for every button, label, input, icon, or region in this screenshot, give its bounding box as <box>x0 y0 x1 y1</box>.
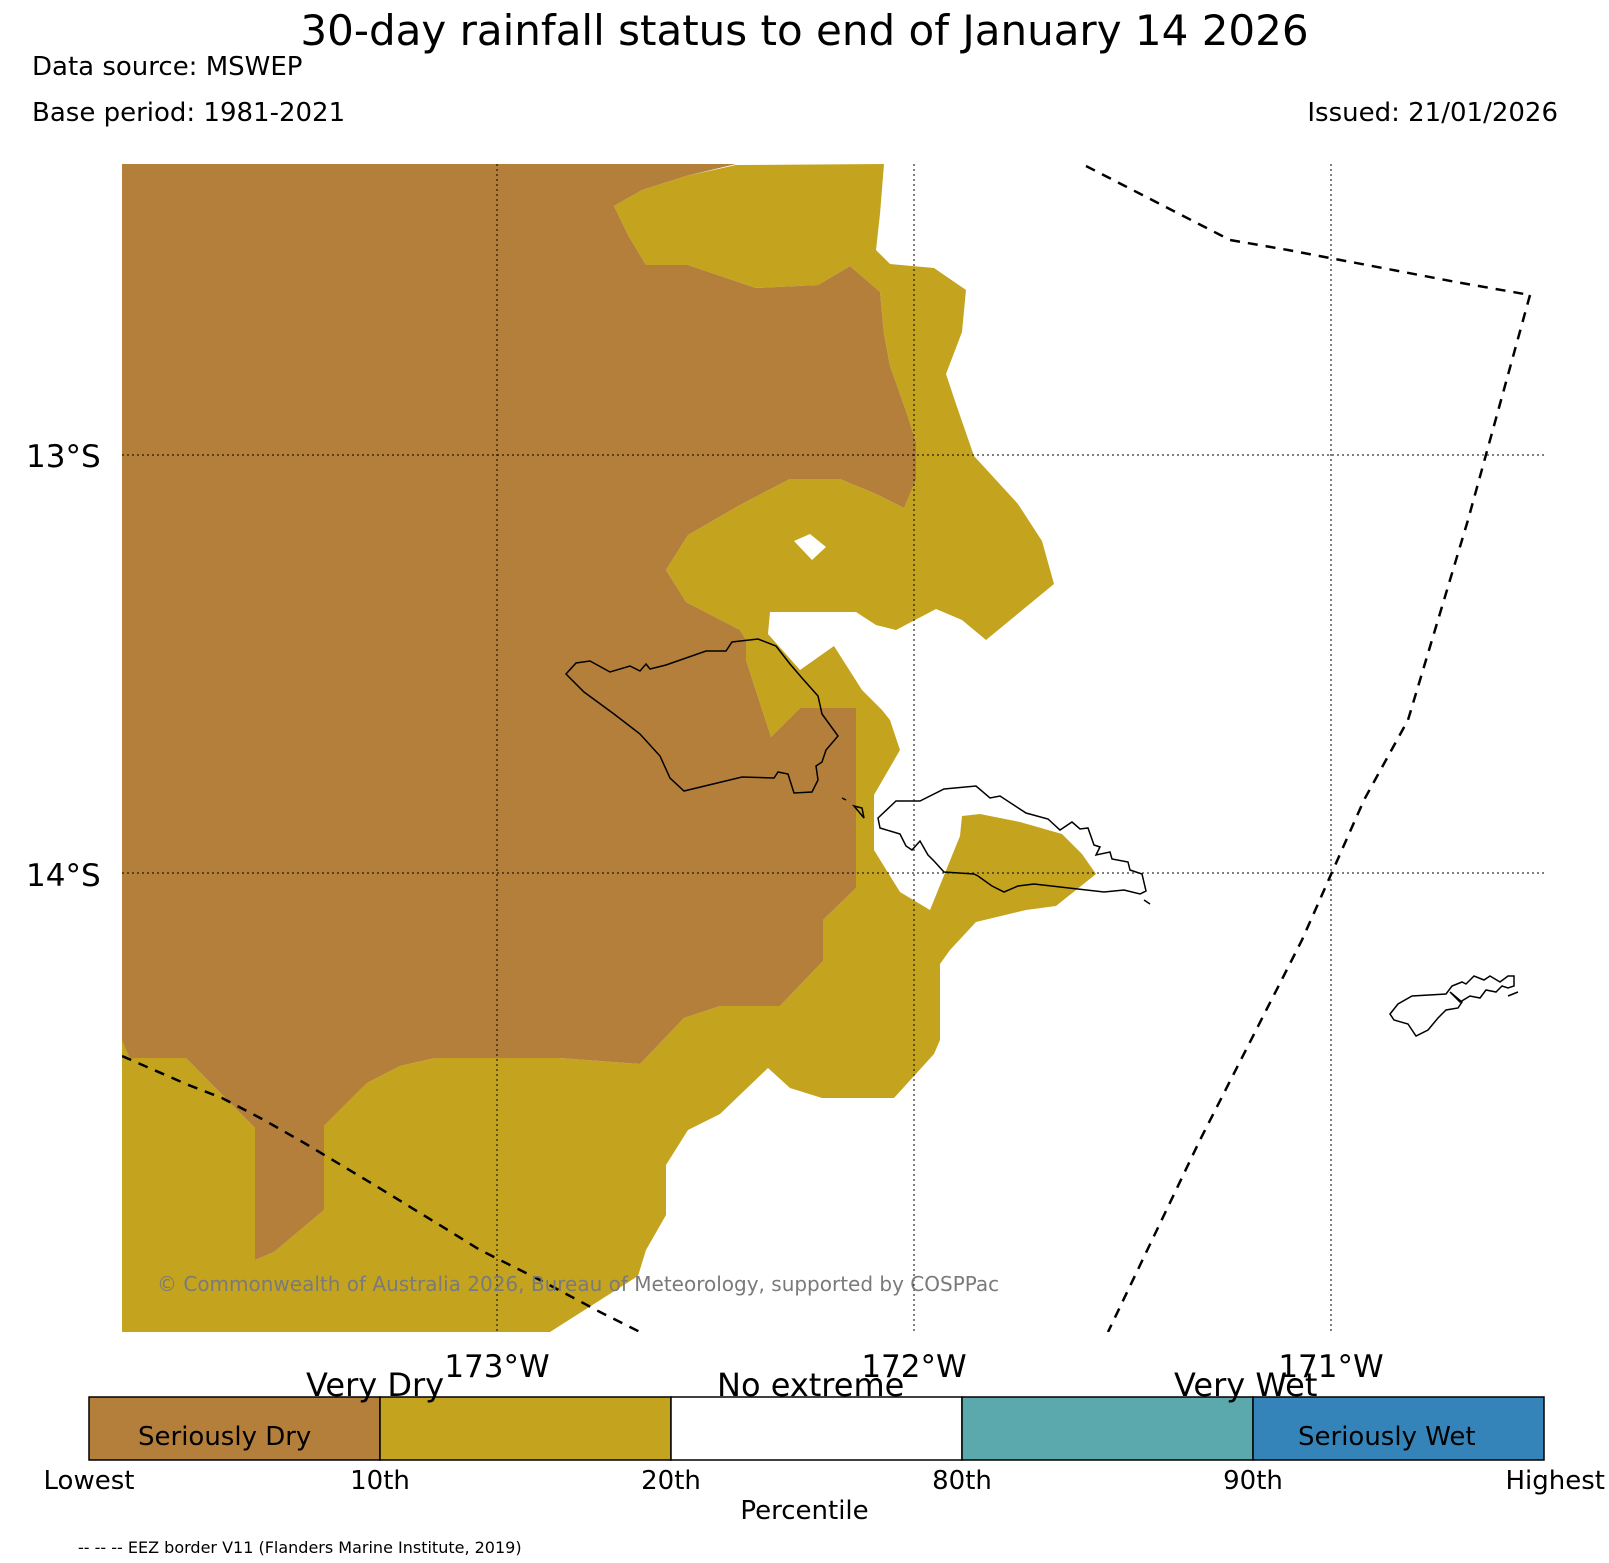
legend-category-very-dry: Very Dry <box>306 1366 445 1404</box>
legend-tick-90th: 90th <box>1223 1466 1283 1496</box>
eez-border-southwest <box>122 1054 641 1332</box>
savaii-coastline <box>564 638 839 794</box>
eez-border-note: -- -- -- EEZ border V11 (Flanders Marine… <box>78 1538 522 1557</box>
tutuila-coastline-tail <box>1507 991 1519 997</box>
legend-category-very-wet: Very Wet <box>1174 1366 1318 1404</box>
legend-swatch-very-dry <box>379 1396 672 1461</box>
seriously-dry-region <box>122 164 916 1260</box>
legend-label-seriously-dry: Seriously Dry <box>138 1422 312 1452</box>
lat-label-13s: 13°S <box>26 439 101 475</box>
lon-label-173w: 173°W <box>444 1349 549 1385</box>
islet-coastline-2 <box>841 797 847 801</box>
very-dry-region <box>122 164 1096 1332</box>
legend-tick-lowest: Lowest <box>43 1466 135 1496</box>
islet-coastline <box>851 804 865 819</box>
legend-swatch-seriously-wet <box>1252 1396 1545 1461</box>
legend-tick-highest: Highest <box>1505 1466 1606 1496</box>
map-area <box>122 164 1544 1332</box>
no-extreme-patch <box>794 534 826 560</box>
legend-axis-label: Percentile <box>740 1496 869 1526</box>
issued-date-label: Issued: 21/01/2026 <box>1307 98 1558 128</box>
islet-coastline-3 <box>1143 899 1151 905</box>
eez-border-north <box>1085 164 1531 297</box>
legend-swatch-very-wet <box>961 1396 1254 1461</box>
upolu-coastline <box>877 785 1147 895</box>
data-source-label: Data source: MSWEP <box>32 52 303 82</box>
legend-label-seriously-wet: Seriously Wet <box>1298 1422 1476 1452</box>
tutuila-coastline <box>1389 975 1515 1037</box>
map-title: 30-day rainfall status to end of January… <box>300 6 1309 55</box>
legend-tick-80th: 80th <box>932 1466 992 1496</box>
lat-label-14s: 14°S <box>26 858 101 894</box>
legend-swatch-no-extreme <box>670 1396 963 1461</box>
legend-tick-20th: 20th <box>641 1466 701 1496</box>
graticule <box>122 164 1544 1332</box>
legend-tick-10th: 10th <box>350 1466 410 1496</box>
base-period-label: Base period: 1981-2021 <box>32 98 346 128</box>
lon-label-172w: 172°W <box>861 1349 966 1385</box>
copyright-notice: © Commonwealth of Australia 2026, Bureau… <box>157 1272 1000 1296</box>
lon-label-171w: 171°W <box>1278 1349 1383 1385</box>
legend-colorbar <box>88 1396 1545 1461</box>
legend-category-no-extreme: No extreme <box>717 1366 905 1404</box>
